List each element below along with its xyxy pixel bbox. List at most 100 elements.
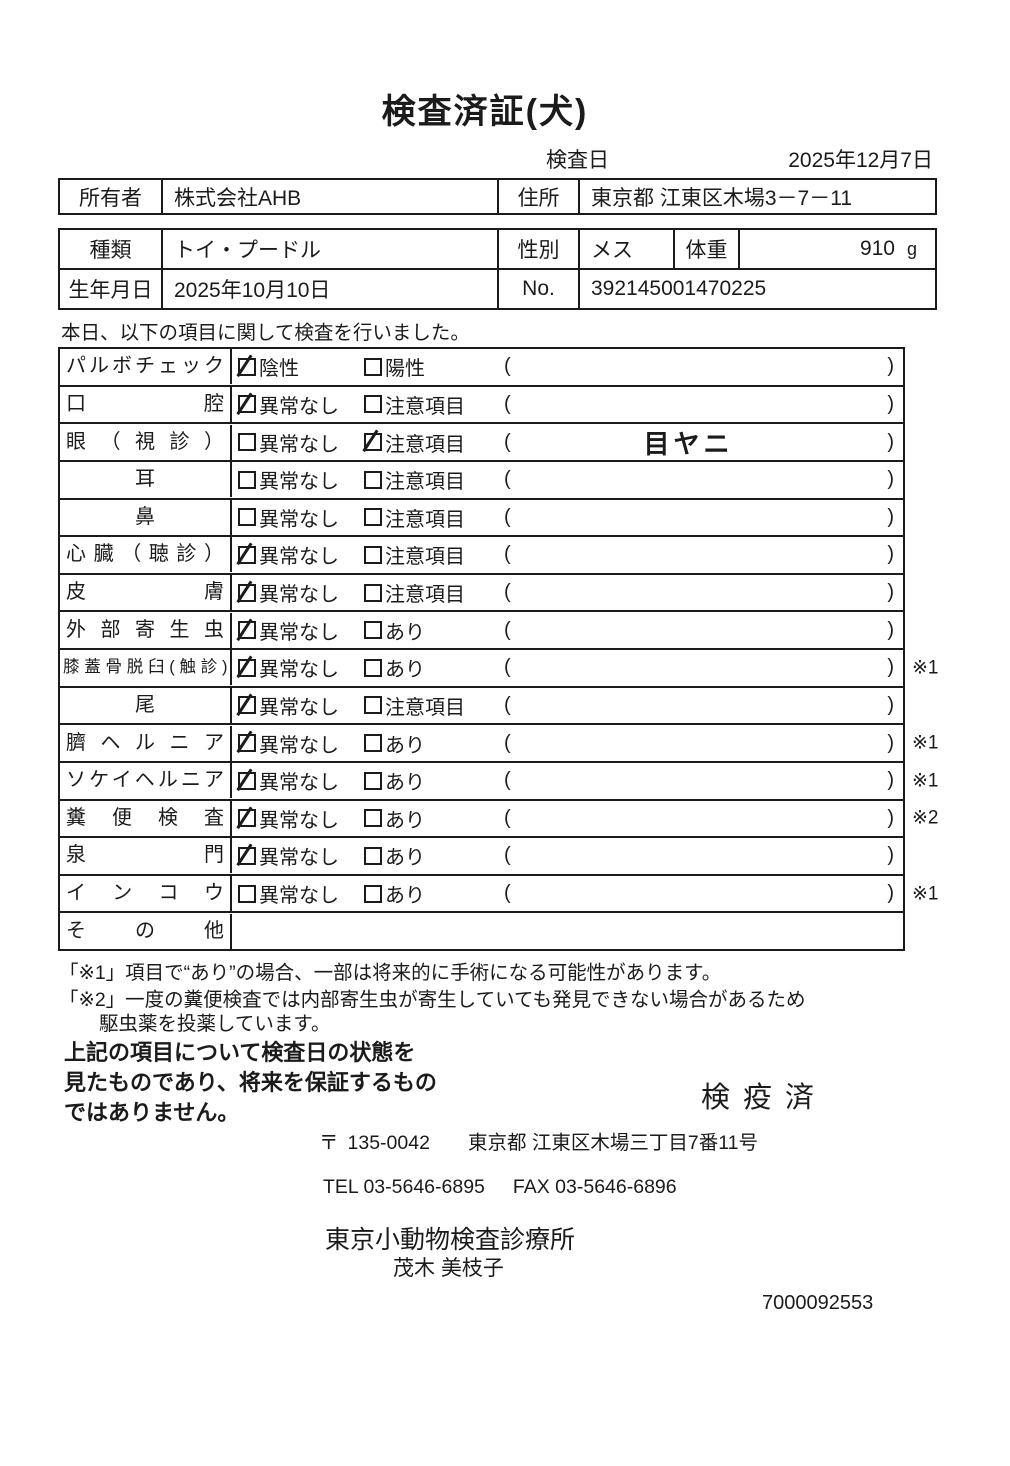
- weight-value: 910: [859, 237, 895, 260]
- document-title: 検査済証(犬): [381, 93, 589, 131]
- option-label: あり: [385, 885, 425, 908]
- checkbox-no-abnormality: [238, 734, 256, 753]
- option-label: あり: [385, 809, 425, 832]
- checklist-row-skin: 皮膚 異常なし 注意項目 (): [60, 575, 903, 613]
- option-label: 陽性: [385, 358, 425, 381]
- option-label: 異常なし: [259, 471, 339, 494]
- paren-open: (: [504, 769, 511, 792]
- checklist-row-other: その他: [60, 913, 903, 949]
- checkbox-caution: [364, 470, 382, 489]
- option-label: 異常なし: [259, 847, 339, 870]
- option-label: 注意項目: [385, 433, 465, 456]
- weight-value-cell: 910 g: [740, 230, 935, 268]
- clinic-address: 東京都 江東区木場三丁目7番11号: [467, 1132, 758, 1154]
- birthdate-value: 2025年10月10日: [163, 270, 499, 308]
- paren-close: ): [887, 618, 894, 641]
- clinic-phone-line: TEL 03-5646-6895 FAX 03-5646-6896: [323, 1176, 677, 1199]
- checkbox-no-abnormality: [238, 884, 256, 903]
- owner-name: 株式会社AHB: [163, 180, 499, 213]
- checklist-item-label: 耳: [60, 462, 232, 498]
- option-label: 異常なし: [259, 809, 339, 832]
- checklist-row-external-parasites: 外部寄生虫 異常なし あり (): [60, 612, 903, 650]
- row-reference-mark: ※1: [912, 770, 939, 792]
- paren-close: ): [887, 355, 894, 378]
- paren-close: ): [887, 656, 894, 679]
- fax-number: FAX 03-5646-6896: [512, 1176, 677, 1198]
- postal-mark: 〒: [319, 1132, 339, 1154]
- checkbox-no-abnormality: [238, 395, 256, 414]
- checklist-item-label: 膝蓋骨脱臼(触診): [60, 650, 232, 686]
- postal-code: 135-0042: [347, 1132, 430, 1154]
- checkbox-present: [364, 658, 382, 677]
- checklist-item-label: 泉門: [60, 838, 232, 874]
- paren-close: ): [887, 543, 894, 566]
- paren-open: (: [504, 731, 511, 754]
- footnote-1: 「※1」項目で“あり”の場合、一部は将来的に手術になる可能性があります。: [59, 962, 722, 984]
- checkbox-no-abnormality: [238, 658, 256, 677]
- owner-address-label: 住所: [499, 180, 580, 213]
- option-label: 異常なし: [259, 885, 339, 908]
- checkbox-no-abnormality: [238, 470, 256, 489]
- option-label: 異常なし: [259, 696, 339, 719]
- paren-open: (: [504, 618, 511, 641]
- paren-open: (: [504, 430, 511, 453]
- checklist-row-nose: 鼻 異常なし 注意項目 (): [60, 499, 903, 538]
- option-label: 注意項目: [385, 696, 465, 719]
- examiner-name: 茂木 美枝子: [393, 1257, 504, 1280]
- checklist-row-inguinal-hernia: ソケイヘルニア 異常なし あり () ※1: [60, 763, 939, 801]
- clinic-address-line: 〒 135-0042 東京都 江東区木場三丁目7番11号: [319, 1126, 758, 1155]
- checkbox-no-abnormality: [238, 545, 256, 564]
- owner-table: 所有者 株式会社AHB 住所 東京都 江東区木場3－7－11: [58, 178, 937, 215]
- paren-open: (: [504, 505, 511, 528]
- checkbox-caution: [364, 583, 382, 602]
- paren-open: (: [504, 656, 511, 679]
- checklist-item-label: 眼（視診）: [60, 424, 232, 460]
- paren-open: (: [504, 355, 511, 378]
- option-label: 異常なし: [259, 621, 339, 644]
- sex-label: 性別: [499, 230, 580, 268]
- option-label: あり: [385, 659, 425, 682]
- option-label: 異常なし: [259, 772, 339, 795]
- checklist-row-cryptorchidism: インコウ 異常なし あり () ※1: [60, 876, 939, 914]
- paren-open: (: [504, 581, 511, 604]
- paren-close: ): [887, 581, 894, 604]
- checkbox-no-abnormality: [238, 621, 256, 640]
- checkbox-caution: [364, 433, 382, 452]
- handwritten-note-eye-discharge: 目ヤニ: [643, 428, 734, 459]
- checklist-item-label: パルボチェック: [60, 349, 232, 385]
- option-label: あり: [385, 621, 425, 644]
- checkbox-caution: [364, 696, 382, 715]
- option-label: 異常なし: [259, 659, 339, 682]
- checkbox-present: [364, 621, 382, 640]
- paren-open: (: [504, 882, 511, 905]
- footnote-2-line1: 「※2」一度の糞便検査では内部寄生虫が寄生していても発見できない場合があるため: [59, 989, 806, 1011]
- id-number-label: No.: [499, 270, 580, 308]
- footnote-2-line2: 駆虫薬を投薬しています。: [99, 1013, 331, 1035]
- checklist-row-eyes: 眼（視診） 異常なし 注意項目 ( 目ヤニ): [60, 424, 903, 462]
- checklist-row-parvo-check: パルボチェック 陰性 陽性 (): [60, 349, 903, 387]
- checklist-item-label: 心臓（聴診）: [60, 537, 232, 573]
- paren-close: ): [887, 392, 894, 415]
- checklist-item-label: その他: [60, 913, 232, 949]
- option-label: 異常なし: [259, 584, 339, 607]
- checkbox-caution: [364, 395, 382, 414]
- serial-number: 7000092553: [762, 1292, 874, 1314]
- breed-value: トイ・プードル: [163, 230, 499, 268]
- disclaimer-line: 上記の項目について検査日の状態を: [64, 1040, 416, 1065]
- disclaimer-line: 見たものであり、将来を保証するもの: [64, 1070, 437, 1095]
- inspection-date-value: 2025年12月7日: [788, 149, 933, 172]
- pet-info-table: 種類 トイ・プードル 性別 メス 体重 910 g 生年月日 2025年10月1…: [58, 228, 937, 310]
- checkbox-present: [364, 771, 382, 790]
- checkbox-present: [364, 734, 382, 753]
- option-label: 異常なし: [259, 433, 339, 456]
- disclaimer-line: ではありません。: [64, 1100, 240, 1125]
- checklist-item-label: インコウ: [60, 876, 232, 912]
- paren-close: ): [887, 693, 894, 716]
- owner-address-value: 東京都 江東区木場3－7－11: [591, 186, 852, 210]
- checklist-item-label: 鼻: [60, 499, 232, 535]
- paren-close: ): [887, 430, 894, 453]
- checkbox-no-abnormality: [238, 696, 256, 715]
- checklist-item-label: 尾: [60, 687, 232, 723]
- weight-unit: g: [906, 238, 917, 259]
- option-label: 陰性: [259, 358, 299, 381]
